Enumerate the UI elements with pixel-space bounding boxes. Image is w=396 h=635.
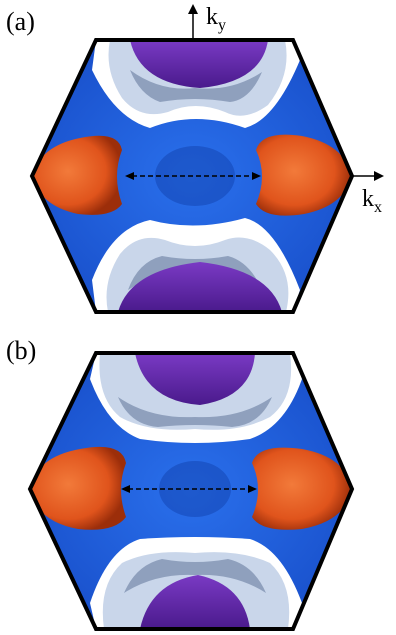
nesting-arrow xyxy=(121,485,257,493)
svg-text:kx: kx xyxy=(362,186,382,216)
panel-a-figure: (a) xyxy=(6,4,384,314)
kx-label-sub: x xyxy=(374,199,382,216)
center-shade xyxy=(155,146,235,206)
purple-pocket-top xyxy=(130,40,268,88)
ky-axis: ky xyxy=(188,4,226,40)
fermi-surface xyxy=(30,353,352,629)
purple-pocket-bottom xyxy=(140,575,250,629)
orange-pocket-right xyxy=(252,447,352,530)
kx-axis: kx xyxy=(352,171,384,216)
purple-pocket-bottom xyxy=(118,262,282,312)
panel-a: (a) xyxy=(6,4,384,314)
orange-pocket-left xyxy=(30,446,126,530)
ky-label-main: k xyxy=(206,4,218,30)
light-shadow-bottom xyxy=(128,256,262,290)
panel-label: (b) xyxy=(6,336,36,365)
brillouin-zone-outline xyxy=(29,38,355,314)
purple-pocket-top xyxy=(135,353,255,405)
nesting-arrow xyxy=(125,172,261,180)
light-shadow-top xyxy=(118,397,272,427)
light-shadow-top xyxy=(130,70,262,102)
brillouin-zone-outline xyxy=(27,351,355,631)
panel-label: (a) xyxy=(6,7,35,36)
svg-text:ky: ky xyxy=(206,4,226,34)
panel-b-figure: (b) xyxy=(6,336,355,631)
orange-pocket-left xyxy=(32,135,122,215)
fermi-surface xyxy=(32,40,352,312)
panel-b: (b) xyxy=(0,317,396,635)
kx-label-main: k xyxy=(362,186,374,212)
ky-label-sub: y xyxy=(218,17,226,34)
light-shadow-bottom xyxy=(124,559,266,593)
orange-pocket-right xyxy=(256,134,352,216)
